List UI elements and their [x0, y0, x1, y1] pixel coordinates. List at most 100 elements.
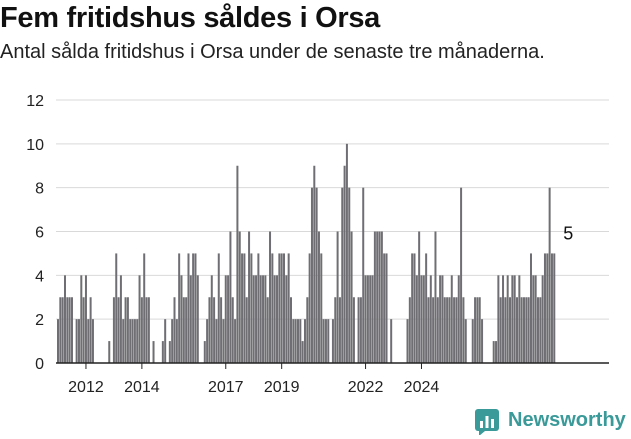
bar [406, 319, 409, 363]
bar [222, 319, 225, 363]
bar [534, 275, 537, 363]
bar [75, 319, 78, 363]
bar [492, 341, 495, 363]
bar [525, 297, 528, 363]
bar [115, 253, 118, 363]
bar [215, 319, 218, 363]
bar [283, 253, 286, 363]
bar [77, 319, 80, 363]
bar [450, 275, 453, 363]
bar [245, 297, 248, 363]
bar [303, 319, 306, 363]
bar [345, 143, 348, 363]
y-tick-label: 8 [35, 181, 44, 198]
bar [87, 319, 90, 363]
bar [497, 275, 500, 363]
bar [227, 275, 230, 363]
bar [119, 275, 122, 363]
bar [248, 231, 251, 363]
bar [336, 231, 339, 363]
bar [138, 275, 141, 363]
bar [385, 253, 388, 363]
bar [516, 297, 519, 363]
bar [243, 253, 246, 363]
bar [464, 319, 467, 363]
bar [371, 275, 374, 363]
bar [133, 319, 136, 363]
bar [112, 297, 115, 363]
bar [504, 297, 507, 363]
bar [390, 319, 393, 363]
bar [208, 297, 211, 363]
bar [550, 253, 553, 363]
bar [427, 297, 430, 363]
bar [357, 297, 360, 363]
bar [175, 319, 178, 363]
bar [481, 319, 484, 363]
bar [189, 275, 192, 363]
bar [273, 275, 276, 363]
x-tick-label: 2012 [68, 379, 104, 396]
bar [234, 319, 237, 363]
x-tick-label: 2022 [348, 379, 384, 396]
y-tick-label: 10 [26, 137, 44, 154]
bar [250, 253, 253, 363]
bars [57, 143, 556, 363]
bar [350, 231, 353, 363]
bar [378, 231, 381, 363]
bar [415, 275, 418, 363]
bar [506, 275, 509, 363]
bar [217, 253, 220, 363]
bar [341, 187, 344, 363]
newsworthy-wordmark: Newsworthy [508, 409, 626, 431]
bar [262, 275, 265, 363]
bar [324, 319, 327, 363]
bar [436, 297, 439, 363]
bar [187, 253, 190, 363]
bar [152, 341, 155, 363]
bar [306, 297, 309, 363]
bar [422, 275, 425, 363]
bar [164, 319, 167, 363]
bar [322, 319, 325, 363]
bar [380, 231, 383, 363]
bar [296, 319, 299, 363]
bar [338, 297, 341, 363]
bar [446, 297, 449, 363]
y-tick-label: 6 [35, 225, 44, 242]
bar [520, 297, 523, 363]
bar [366, 275, 369, 363]
bar [511, 275, 514, 363]
bar [229, 231, 232, 363]
bar [292, 319, 295, 363]
bar [231, 297, 234, 363]
bar [343, 165, 346, 363]
bar [529, 253, 532, 363]
x-tick-label: 2017 [208, 379, 244, 396]
bar [462, 297, 465, 363]
bar [63, 275, 66, 363]
bar [362, 187, 365, 363]
bar [543, 253, 546, 363]
bar [280, 253, 283, 363]
bar [241, 253, 244, 363]
bar [536, 297, 539, 363]
bar [84, 275, 87, 363]
bar [264, 275, 267, 363]
bar [420, 275, 423, 363]
bar [117, 297, 120, 363]
bar [364, 275, 367, 363]
bar [278, 253, 281, 363]
bar [541, 275, 544, 363]
bar [455, 297, 458, 363]
bar [476, 297, 479, 363]
bar [238, 231, 241, 363]
bar [290, 297, 292, 363]
bar [173, 297, 176, 363]
bar [532, 275, 535, 363]
bar [285, 275, 288, 363]
bar [527, 297, 530, 363]
bar [161, 341, 164, 363]
bar [376, 231, 379, 363]
x-tick-label: 2019 [264, 379, 300, 396]
